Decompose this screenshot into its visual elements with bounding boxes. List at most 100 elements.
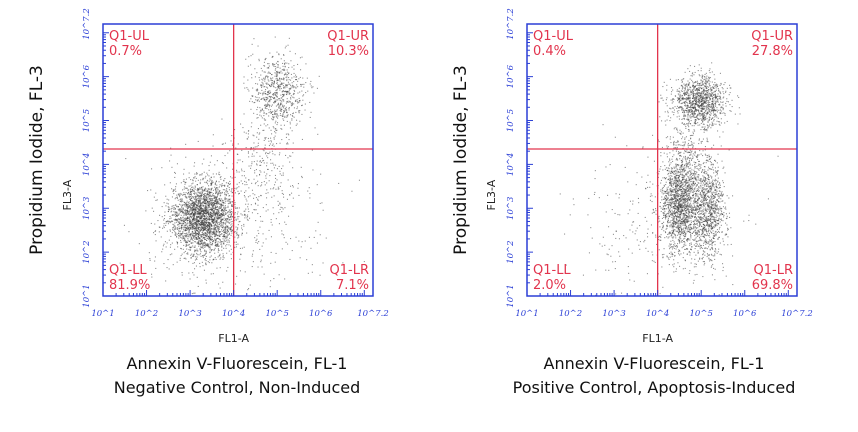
event-point	[178, 230, 180, 232]
event-point	[281, 105, 283, 107]
event-point	[202, 225, 204, 227]
event-point	[265, 89, 267, 91]
event-point	[221, 221, 223, 223]
event-point	[211, 236, 213, 238]
event-point	[299, 110, 301, 112]
event-point	[690, 173, 692, 175]
event-point	[192, 245, 194, 247]
event-point	[207, 209, 209, 211]
event-point	[655, 208, 657, 210]
event-point	[287, 44, 289, 46]
event-point	[188, 249, 190, 251]
event-point	[251, 122, 253, 124]
event-point	[188, 234, 190, 236]
event-point	[272, 126, 274, 128]
event-point	[698, 204, 700, 206]
event-point	[271, 144, 273, 146]
event-point	[256, 160, 258, 162]
event-point	[282, 114, 284, 116]
event-point	[220, 224, 222, 226]
event-point	[288, 134, 290, 136]
event-point	[163, 223, 165, 225]
event-point	[210, 273, 212, 275]
event-point	[205, 225, 207, 227]
event-point	[683, 190, 685, 192]
event-point	[281, 72, 283, 74]
event-point	[686, 182, 688, 184]
event-point	[154, 234, 156, 236]
event-point	[205, 255, 207, 257]
event-point	[292, 84, 294, 86]
event-point	[257, 99, 259, 101]
event-point	[241, 225, 243, 227]
event-point	[185, 206, 187, 208]
event-point	[200, 243, 202, 245]
event-point	[211, 219, 213, 221]
event-point	[149, 259, 151, 261]
event-point	[661, 254, 663, 256]
event-point	[212, 222, 214, 224]
event-point	[235, 188, 237, 190]
event-point	[674, 213, 676, 215]
event-point	[160, 236, 162, 238]
event-point	[200, 227, 202, 229]
event-point	[282, 193, 284, 195]
event-point	[182, 231, 184, 233]
event-point	[271, 56, 273, 58]
event-point	[174, 172, 176, 174]
event-point	[261, 184, 263, 186]
event-point	[219, 200, 221, 202]
event-point	[199, 199, 201, 201]
event-point	[288, 93, 290, 95]
event-point	[202, 212, 204, 214]
event-point	[215, 197, 217, 199]
x-tick-label: 10^2	[135, 309, 158, 319]
event-point	[268, 112, 270, 114]
event-point	[149, 258, 151, 260]
event-point	[264, 147, 266, 149]
event-point	[205, 250, 207, 252]
event-point	[687, 191, 689, 193]
event-point	[221, 183, 223, 185]
event-point	[201, 188, 203, 190]
event-point	[227, 218, 229, 220]
event-point	[179, 227, 181, 229]
event-point	[219, 242, 221, 244]
event-point	[211, 233, 213, 235]
event-point	[197, 209, 199, 211]
event-point	[193, 177, 195, 179]
event-point	[664, 197, 666, 199]
event-point	[209, 247, 211, 249]
event-point	[667, 222, 669, 224]
event-point	[222, 205, 224, 207]
event-point	[677, 194, 679, 196]
event-point	[280, 102, 282, 104]
event-point	[190, 207, 192, 209]
event-point	[214, 195, 216, 197]
event-point	[220, 213, 222, 215]
event-point	[226, 252, 228, 254]
event-point	[196, 228, 198, 230]
event-point	[169, 221, 171, 223]
event-point	[207, 191, 209, 193]
event-point	[225, 207, 227, 209]
event-point	[296, 99, 298, 101]
event-point	[200, 205, 202, 207]
event-point	[188, 214, 190, 216]
event-point	[163, 225, 165, 227]
event-point	[669, 201, 671, 203]
event-point	[151, 276, 153, 278]
event-point	[672, 217, 674, 219]
event-point	[209, 223, 211, 225]
event-point	[192, 225, 194, 227]
event-point	[658, 215, 660, 217]
event-point	[240, 180, 242, 182]
event-point	[173, 206, 175, 208]
event-point	[199, 229, 201, 231]
event-point	[211, 184, 213, 186]
event-point	[195, 211, 197, 213]
event-point	[679, 207, 681, 209]
event-point	[276, 92, 278, 94]
event-point	[267, 91, 269, 93]
event-point	[171, 210, 173, 212]
